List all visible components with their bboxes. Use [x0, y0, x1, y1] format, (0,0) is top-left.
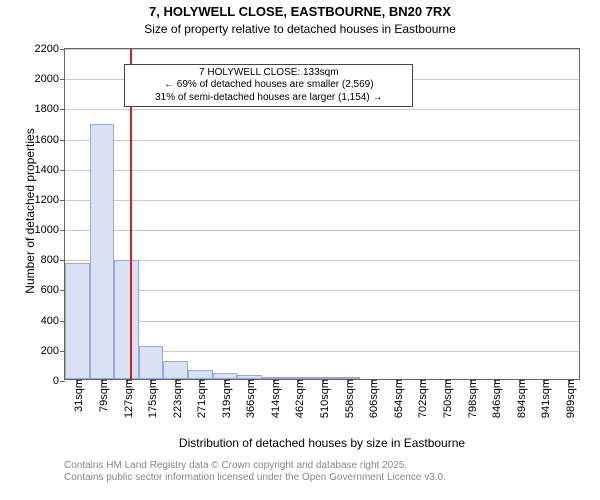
ytick-mark — [60, 140, 65, 141]
xtick-label: 175sqm — [143, 379, 159, 418]
xtick-label: 366sqm — [241, 379, 257, 418]
plot-area: 0200400600800100012001400160018002000220… — [64, 48, 580, 380]
ytick-mark — [60, 79, 65, 80]
histogram-bar — [163, 361, 188, 379]
xtick-label: 223sqm — [168, 379, 184, 418]
footer-line: Contains HM Land Registry data © Crown c… — [64, 460, 600, 472]
histogram-bar — [65, 263, 90, 379]
ytick-mark — [60, 109, 65, 110]
histogram-bar — [90, 124, 115, 379]
xtick-label: 750sqm — [438, 379, 454, 418]
xtick-label: 894sqm — [512, 379, 528, 418]
xtick-label: 414sqm — [266, 379, 282, 418]
ytick-mark — [60, 170, 65, 171]
x-axis-label: Distribution of detached houses by size … — [64, 436, 580, 450]
gridline — [65, 321, 579, 322]
annotation-box: 7 HOLYWELL CLOSE: 133sqm ← 69% of detach… — [124, 64, 413, 108]
annotation-line: 7 HOLYWELL CLOSE: 133sqm — [131, 67, 406, 80]
xtick-label: 462sqm — [290, 379, 306, 418]
xtick-label: 846sqm — [487, 379, 503, 418]
xtick-label: 127sqm — [119, 379, 135, 418]
gridline — [65, 200, 579, 201]
chart-title: 7, HOLYWELL CLOSE, EASTBOURNE, BN20 7RX — [0, 4, 600, 19]
annotation-line: ← 69% of detached houses are smaller (2,… — [131, 79, 406, 92]
xtick-label: 271sqm — [192, 379, 208, 418]
gridline — [65, 170, 579, 171]
xtick-label: 941sqm — [536, 379, 552, 418]
histogram-bar — [139, 346, 164, 379]
gridline — [65, 109, 579, 110]
gridline — [65, 260, 579, 261]
chart-subtitle: Size of property relative to detached ho… — [0, 22, 600, 36]
footer-line: Contains public sector information licen… — [64, 472, 600, 484]
ytick-mark — [60, 230, 65, 231]
xtick-label: 702sqm — [413, 379, 429, 418]
histogram-bar — [114, 260, 139, 379]
xtick-label: 31sqm — [69, 379, 85, 412]
xtick-label: 79sqm — [94, 379, 110, 412]
annotation-line: 31% of semi-detached houses are larger (… — [131, 92, 406, 105]
chart-footer: Contains HM Land Registry data © Crown c… — [64, 460, 600, 484]
chart-container: 7, HOLYWELL CLOSE, EASTBOURNE, BN20 7RX … — [0, 0, 600, 500]
gridline — [65, 140, 579, 141]
xtick-label: 606sqm — [364, 379, 380, 418]
xtick-label: 510sqm — [315, 379, 331, 418]
ytick-mark — [60, 49, 65, 50]
ytick-mark — [60, 200, 65, 201]
histogram-bar — [188, 370, 213, 379]
xtick-label: 989sqm — [561, 379, 577, 418]
gridline — [65, 290, 579, 291]
xtick-label: 654sqm — [389, 379, 405, 418]
gridline — [65, 49, 579, 50]
xtick-label: 319sqm — [217, 379, 233, 418]
gridline — [65, 230, 579, 231]
xtick-label: 558sqm — [340, 379, 356, 418]
ytick-mark — [60, 260, 65, 261]
xtick-label: 798sqm — [463, 379, 479, 418]
ytick-mark — [60, 381, 65, 382]
